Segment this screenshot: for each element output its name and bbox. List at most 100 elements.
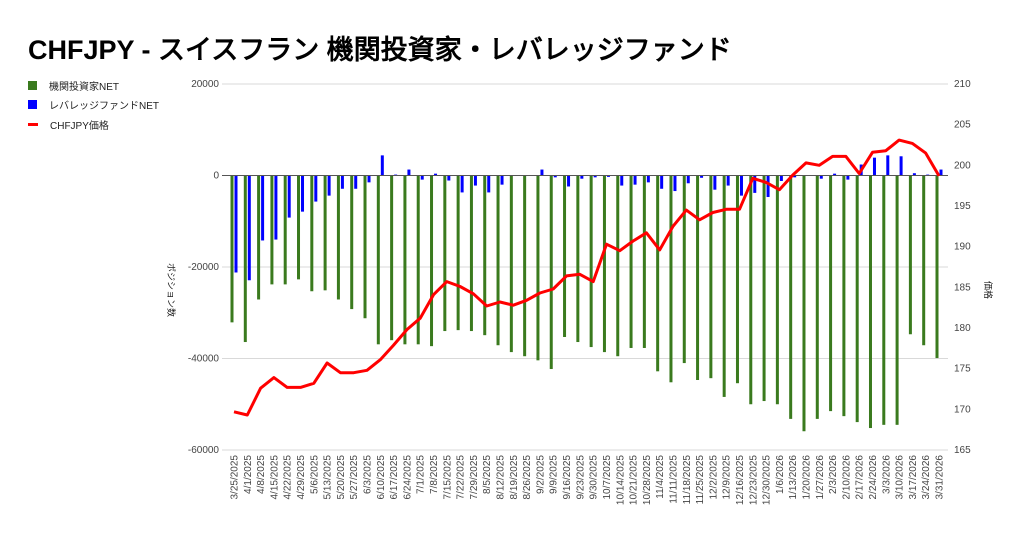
x-tick-label: 2/24/2026 [868, 455, 879, 500]
bar-institutional [576, 175, 580, 343]
bar-institutional [629, 175, 633, 348]
bar-institutional [430, 175, 434, 347]
bar-leveraged [753, 175, 757, 193]
x-tick-label: 11/25/2025 [695, 455, 706, 505]
bar-leveraged [327, 175, 331, 196]
bar-institutional [802, 175, 806, 432]
x-tick-label: 8/26/2025 [522, 455, 533, 500]
y-right-tick-label: 210 [954, 79, 971, 90]
bar-leveraged [646, 175, 650, 183]
bar-leveraged [234, 175, 238, 273]
bar-leveraged [606, 175, 610, 177]
x-tick-label: 10/21/2025 [629, 455, 640, 505]
bar-leveraged [700, 175, 704, 178]
y-left-axis-title: ポジション数 [166, 263, 177, 317]
x-tick-label: 7/22/2025 [456, 455, 467, 500]
bar-institutional [336, 175, 340, 300]
bar-institutional [243, 175, 247, 343]
x-tick-label: 6/3/2025 [363, 455, 374, 494]
y-right-tick-label: 195 [954, 201, 971, 212]
bar-leveraged [447, 175, 451, 181]
legend-swatch-green [28, 81, 37, 90]
x-tick-label: 2/10/2026 [841, 455, 852, 500]
bar-institutional [496, 175, 500, 346]
bar-institutional [656, 175, 660, 372]
bar-institutional [589, 175, 593, 348]
x-tick-label: 10/14/2025 [615, 455, 626, 505]
bar-leveraged [633, 175, 637, 185]
x-tick-label: 3/17/2026 [908, 455, 919, 500]
bar-leveraged [274, 175, 278, 240]
x-tick-label: 3/24/2026 [921, 455, 932, 500]
bar-institutional [509, 175, 513, 353]
bar-leveraged [673, 175, 677, 192]
x-tick-label: 9/2/2025 [535, 455, 546, 494]
x-tick-label: 4/8/2025 [256, 455, 267, 494]
bar-institutional [602, 175, 606, 353]
bar-leveraged [247, 175, 251, 281]
x-tick-label: 1/13/2026 [788, 455, 799, 500]
bar-institutional [390, 175, 394, 341]
bar-institutional [682, 175, 686, 364]
y-left-tick-label: -40000 [188, 354, 220, 365]
bar-institutional [563, 175, 567, 337]
x-tick-label: 3/31/2026 [935, 455, 946, 500]
x-tick-label: 1/27/2026 [815, 455, 826, 500]
bar-institutional [363, 175, 367, 319]
x-tick-label: 6/10/2025 [376, 455, 387, 500]
x-tick-label: 10/7/2025 [602, 455, 613, 500]
x-tick-label: 11/18/2025 [682, 455, 693, 505]
x-tick-label: 8/19/2025 [509, 455, 520, 500]
bar-institutional [549, 175, 553, 370]
bar-leveraged [886, 155, 890, 176]
bar-institutional [642, 175, 646, 348]
bar-institutional [842, 175, 846, 417]
bar-institutional [815, 175, 819, 419]
x-tick-label: 9/9/2025 [549, 455, 560, 494]
bar-leveraged [912, 173, 916, 176]
y-right-tick-label: 185 [954, 282, 971, 293]
bar-institutional [376, 175, 380, 345]
bar-leveraged [899, 156, 903, 176]
bar-leveraged [739, 175, 743, 196]
bar-institutional [735, 175, 739, 384]
y-right-axis-title: 価格 [983, 281, 994, 299]
y-right-tick-label: 205 [954, 120, 971, 131]
legend-swatch-red [28, 123, 38, 126]
x-tick-label: 7/15/2025 [442, 455, 453, 500]
bar-institutional [297, 175, 301, 280]
bar-leveraged [434, 173, 438, 176]
x-tick-label: 3/25/2025 [230, 455, 241, 500]
bar-leveraged [660, 175, 664, 189]
chart-title: CHFJPY - スイスフラン 機関投資家・レバレッジファンド [28, 35, 732, 65]
bar-leveraged [407, 169, 411, 176]
y-right-tick-label: 190 [954, 242, 971, 253]
x-tick-label: 12/2/2025 [708, 455, 719, 500]
bar-institutional [270, 175, 274, 285]
bar-institutional [323, 175, 327, 291]
bar-leveraged [553, 175, 557, 178]
bar-institutional [855, 175, 859, 423]
x-tick-label: 4/15/2025 [269, 455, 280, 500]
bar-institutional [908, 175, 912, 335]
y-left-tick-label: -60000 [188, 445, 220, 456]
bar-institutional [829, 175, 833, 412]
bar-institutional [310, 175, 314, 292]
x-tick-label: 5/20/2025 [336, 455, 347, 500]
x-tick-label: 1/6/2026 [775, 455, 786, 494]
x-tick-label: 6/17/2025 [389, 455, 400, 500]
bar-institutional [350, 175, 354, 310]
x-tick-label: 1/20/2026 [801, 455, 812, 500]
bar-institutional [469, 175, 473, 332]
x-tick-label: 11/11/2025 [668, 455, 679, 504]
bar-leveraged [939, 169, 943, 176]
x-tick-label: 12/9/2025 [722, 455, 733, 500]
bar-leveraged [580, 175, 584, 179]
bar-leveraged [593, 175, 597, 178]
x-tick-label: 6/24/2025 [402, 455, 413, 500]
bar-institutional [403, 175, 407, 345]
x-tick-label: 3/10/2026 [895, 455, 906, 500]
bar-leveraged [473, 175, 477, 186]
bar-institutional [922, 175, 926, 346]
bar-institutional [895, 175, 899, 425]
